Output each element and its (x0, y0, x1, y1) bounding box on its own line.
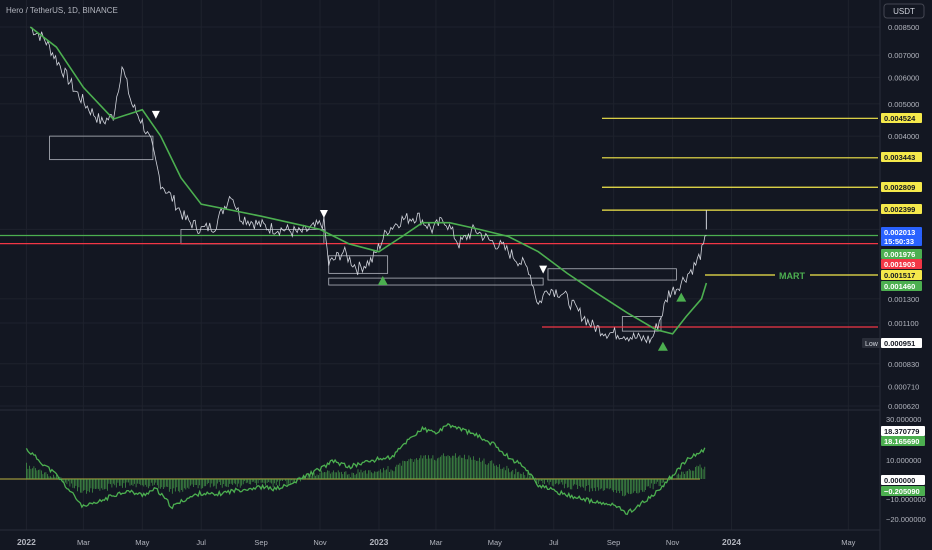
oscillator-tick-label: 10.000000 (886, 456, 921, 465)
consolidation-box (547, 268, 677, 281)
price-tick-label: 0.001300 (888, 295, 919, 304)
time-tick-label: 2024 (722, 537, 741, 547)
price-label-badge (881, 152, 922, 162)
time-tick-label: Sep (254, 538, 267, 547)
time-tick-label: Nov (666, 538, 680, 547)
price-line (30, 26, 707, 345)
price-label-badge (881, 270, 922, 280)
currency-button[interactable]: USDT (883, 3, 925, 19)
time-tick-label: May (135, 538, 149, 547)
price-tick-label: 0.000710 (888, 382, 919, 391)
price-label-text: 0.001903 (884, 260, 915, 269)
price-label-badge (881, 227, 922, 237)
price-label-text: 15:50:33 (884, 237, 914, 246)
oscillator-axis[interactable]: 30.000000 10.000000 −10.000000 −20.000000 18… (881, 415, 926, 524)
price-label-text: 0.001460 (884, 282, 915, 291)
low-badge (862, 338, 881, 348)
time-tick-label: Sep (607, 538, 620, 547)
price-label-badge (881, 236, 922, 246)
signal-markers (151, 110, 687, 351)
sell-signal-marker (319, 209, 328, 218)
time-tick-label: Jul (549, 538, 559, 547)
time-tick-label: Mar (429, 538, 442, 547)
oscillator-label-text: 18.165690 (884, 437, 919, 446)
time-tick-label: 2023 (369, 537, 388, 547)
price-label-text: 0.002809 (884, 183, 915, 192)
price-label-badge (881, 182, 922, 192)
currency-button-frame (883, 3, 925, 19)
grid-lines (0, 0, 880, 530)
low-badge-text: Low (865, 341, 879, 348)
price-series (30, 26, 707, 345)
price-label-badge (881, 259, 922, 269)
oscillator-tick-label: −20.000000 (886, 515, 926, 524)
consolidation-box (328, 277, 544, 286)
price-label-badge (881, 113, 922, 123)
oscillator-histogram (26, 453, 706, 497)
price-tick-label: 0.001100 (888, 319, 919, 328)
price-label-badge (881, 249, 922, 259)
consolidation-box (621, 316, 662, 332)
time-tick-label: May (841, 538, 855, 547)
price-label-text: 0.003443 (884, 153, 915, 162)
horizontal-levels (0, 117, 878, 328)
price-label-text: 0.002399 (884, 205, 915, 214)
oscillator-tick-label: −10.000000 (886, 495, 926, 504)
price-tick-label: 0.000830 (888, 360, 919, 369)
price-tick-label: 0.008500 (888, 23, 919, 32)
sell-signal-marker (539, 265, 548, 274)
price-label-text: 0.002013 (884, 228, 915, 237)
price-tick-label: 0.006000 (888, 73, 919, 82)
oscillator-label-badge (881, 426, 925, 436)
time-tick-label: 2022 (17, 537, 36, 547)
price-label-badge (881, 281, 922, 291)
price-label-text: 0.001976 (884, 250, 915, 259)
mart-label: MART (779, 271, 805, 281)
oscillator-label-badge (881, 486, 925, 496)
time-tick-label: Jul (196, 538, 206, 547)
buy-signal-marker (676, 292, 687, 302)
moving-average-line (29, 26, 708, 335)
oscillator-tick-label: 30.000000 (886, 415, 921, 424)
price-tick-label: 0.000620 (888, 402, 919, 411)
oscillator-pane (0, 422, 706, 516)
oscillator-label-badge (881, 436, 925, 446)
time-axis[interactable]: 2022 Mar May Jul Sep Nov 2023 Mar May Jul Sep Nov 20… (17, 537, 856, 547)
price-tick-label: 0.004000 (888, 132, 919, 141)
sell-signal-marker (151, 110, 160, 119)
price-label-badge (881, 338, 922, 348)
price-axis[interactable]: 0.008500 0.007000 0.006000 0.005000 0.004000… (862, 23, 922, 411)
oscillator-label-text: −0.205090 (884, 487, 920, 496)
price-label-text: 0.000951 (884, 339, 915, 348)
time-tick-label: May (488, 538, 502, 547)
price-tick-label: 0.007000 (888, 51, 919, 60)
price-label-text: 0.001517 (884, 271, 915, 280)
chart-title: Hero / TetherUS, 1D, BINANCE (6, 6, 118, 15)
oscillator-line (25, 422, 706, 516)
oscillator-label-text: 0.000000 (884, 476, 915, 485)
buy-signal-marker (377, 276, 388, 286)
price-label-badge (881, 204, 922, 214)
oscillator-label-badge (881, 475, 925, 485)
price-tick-label: 0.005000 (888, 100, 919, 109)
moving-average-series (29, 26, 708, 335)
time-tick-label: Mar (77, 538, 90, 547)
oscillator-label-text: 18.370779 (884, 427, 919, 436)
currency-button-label: USDT (893, 7, 915, 16)
price-label-text: 0.004524 (884, 114, 916, 123)
buy-signal-marker (657, 341, 668, 351)
time-tick-label: Nov (313, 538, 327, 547)
mart-annotation: MART (705, 271, 878, 281)
